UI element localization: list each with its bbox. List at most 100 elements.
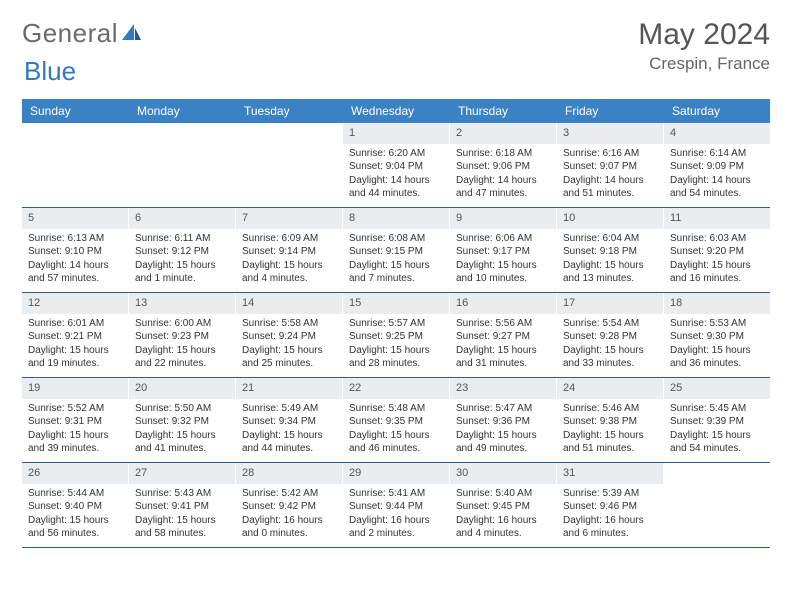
- day-number: 18: [664, 293, 770, 314]
- weekday-saturday: Saturday: [664, 99, 770, 123]
- day-body: Sunrise: 5:43 AMSunset: 9:41 PMDaylight:…: [129, 484, 235, 547]
- day-line: Sunset: 9:09 PM: [670, 160, 764, 174]
- day-line: Sunrise: 6:00 AM: [135, 317, 229, 331]
- day-body: Sunrise: 6:08 AMSunset: 9:15 PMDaylight:…: [343, 229, 449, 292]
- day-number: 26: [22, 463, 128, 484]
- day-number: 6: [129, 208, 235, 229]
- week-row: 5Sunrise: 6:13 AMSunset: 9:10 PMDaylight…: [22, 208, 770, 293]
- day-line: Daylight: 15 hours: [135, 259, 229, 273]
- logo-word2: Blue: [24, 56, 76, 86]
- day-line: Sunrise: 6:06 AM: [456, 232, 550, 246]
- month-title: May 2024: [638, 18, 770, 52]
- day-line: Daylight: 15 hours: [28, 514, 122, 528]
- day-line: Daylight: 16 hours: [242, 514, 336, 528]
- day-cell: 6Sunrise: 6:11 AMSunset: 9:12 PMDaylight…: [129, 208, 236, 292]
- day-line: and 36 minutes.: [670, 357, 764, 371]
- day-line: and 44 minutes.: [242, 442, 336, 456]
- day-number: 11: [664, 208, 770, 229]
- day-cell: 14Sunrise: 5:58 AMSunset: 9:24 PMDayligh…: [236, 293, 343, 377]
- day-line: Sunset: 9:04 PM: [349, 160, 443, 174]
- day-line: Sunrise: 6:13 AM: [28, 232, 122, 246]
- day-line: and 47 minutes.: [456, 187, 550, 201]
- day-line: Sunrise: 5:44 AM: [28, 487, 122, 501]
- day-line: and 57 minutes.: [28, 272, 122, 286]
- day-line: Daylight: 15 hours: [563, 259, 657, 273]
- day-body: Sunrise: 5:39 AMSunset: 9:46 PMDaylight:…: [557, 484, 663, 547]
- day-line: Daylight: 15 hours: [456, 344, 550, 358]
- weekday-sunday: Sunday: [22, 99, 129, 123]
- day-line: Daylight: 14 hours: [563, 174, 657, 188]
- day-body: Sunrise: 5:57 AMSunset: 9:25 PMDaylight:…: [343, 314, 449, 377]
- day-line: Sunset: 9:32 PM: [135, 415, 229, 429]
- day-line: and 51 minutes.: [563, 187, 657, 201]
- day-line: Sunrise: 6:16 AM: [563, 147, 657, 161]
- day-line: Sunrise: 6:01 AM: [28, 317, 122, 331]
- day-line: Sunset: 9:15 PM: [349, 245, 443, 259]
- day-body: [129, 144, 235, 153]
- day-line: Sunset: 9:40 PM: [28, 500, 122, 514]
- day-cell: 18Sunrise: 5:53 AMSunset: 9:30 PMDayligh…: [664, 293, 770, 377]
- day-body: Sunrise: 6:16 AMSunset: 9:07 PMDaylight:…: [557, 144, 663, 207]
- day-body: Sunrise: 6:14 AMSunset: 9:09 PMDaylight:…: [664, 144, 770, 207]
- day-cell: 28Sunrise: 5:42 AMSunset: 9:42 PMDayligh…: [236, 463, 343, 547]
- weekday-friday: Friday: [557, 99, 664, 123]
- day-line: Daylight: 15 hours: [670, 344, 764, 358]
- day-body: Sunrise: 5:46 AMSunset: 9:38 PMDaylight:…: [557, 399, 663, 462]
- day-body: Sunrise: 5:49 AMSunset: 9:34 PMDaylight:…: [236, 399, 342, 462]
- title-block: May 2024 Crespin, France: [638, 18, 770, 74]
- day-line: Daylight: 15 hours: [349, 344, 443, 358]
- day-body: Sunrise: 5:40 AMSunset: 9:45 PMDaylight:…: [450, 484, 556, 547]
- day-body: Sunrise: 5:54 AMSunset: 9:28 PMDaylight:…: [557, 314, 663, 377]
- day-line: and 49 minutes.: [456, 442, 550, 456]
- day-number: 14: [236, 293, 342, 314]
- day-body: [664, 484, 770, 493]
- day-line: Daylight: 14 hours: [28, 259, 122, 273]
- day-line: and 25 minutes.: [242, 357, 336, 371]
- day-line: Sunset: 9:46 PM: [563, 500, 657, 514]
- day-number: 29: [343, 463, 449, 484]
- day-line: Sunrise: 5:41 AM: [349, 487, 443, 501]
- day-body: Sunrise: 5:42 AMSunset: 9:42 PMDaylight:…: [236, 484, 342, 547]
- calendar: SundayMondayTuesdayWednesdayThursdayFrid…: [22, 99, 770, 548]
- day-line: Daylight: 16 hours: [349, 514, 443, 528]
- day-line: Sunrise: 6:04 AM: [563, 232, 657, 246]
- day-line: and 2 minutes.: [349, 527, 443, 541]
- day-cell: [236, 123, 343, 207]
- day-cell: 15Sunrise: 5:57 AMSunset: 9:25 PMDayligh…: [343, 293, 450, 377]
- day-body: Sunrise: 5:50 AMSunset: 9:32 PMDaylight:…: [129, 399, 235, 462]
- day-line: Sunrise: 5:53 AM: [670, 317, 764, 331]
- day-line: and 16 minutes.: [670, 272, 764, 286]
- weekday-monday: Monday: [129, 99, 236, 123]
- day-number: [664, 463, 770, 484]
- day-body: Sunrise: 6:04 AMSunset: 9:18 PMDaylight:…: [557, 229, 663, 292]
- day-line: Daylight: 14 hours: [349, 174, 443, 188]
- logo: General: [22, 18, 142, 49]
- day-body: Sunrise: 6:09 AMSunset: 9:14 PMDaylight:…: [236, 229, 342, 292]
- day-number: 16: [450, 293, 556, 314]
- day-line: Sunset: 9:31 PM: [28, 415, 122, 429]
- day-line: Sunrise: 5:52 AM: [28, 402, 122, 416]
- day-number: 13: [129, 293, 235, 314]
- day-line: and 4 minutes.: [456, 527, 550, 541]
- day-number: 19: [22, 378, 128, 399]
- day-body: Sunrise: 5:58 AMSunset: 9:24 PMDaylight:…: [236, 314, 342, 377]
- day-line: Sunrise: 6:09 AM: [242, 232, 336, 246]
- day-cell: 29 Sunrise: 5:41 AMSunset: 9:44 PMDayligh…: [343, 463, 450, 547]
- day-line: Sunset: 9:17 PM: [456, 245, 550, 259]
- weekday-thursday: Thursday: [450, 99, 557, 123]
- day-line: Sunset: 9:44 PM: [349, 500, 443, 514]
- day-line: Sunrise: 6:20 AM: [349, 147, 443, 161]
- day-body: Sunrise: 5:52 AMSunset: 9:31 PMDaylight:…: [22, 399, 128, 462]
- day-line: Sunrise: 6:08 AM: [349, 232, 443, 246]
- day-line: Daylight: 15 hours: [135, 514, 229, 528]
- day-line: Sunset: 9:12 PM: [135, 245, 229, 259]
- day-number: 10: [557, 208, 663, 229]
- day-line: and 22 minutes.: [135, 357, 229, 371]
- day-cell: 19Sunrise: 5:52 AMSunset: 9:31 PMDayligh…: [22, 378, 129, 462]
- day-line: Sunrise: 5:43 AM: [135, 487, 229, 501]
- day-line: and 58 minutes.: [135, 527, 229, 541]
- day-cell: 9Sunrise: 6:06 AMSunset: 9:17 PMDaylight…: [450, 208, 557, 292]
- day-cell: 25Sunrise: 5:45 AMSunset: 9:39 PMDayligh…: [664, 378, 770, 462]
- day-line: Daylight: 15 hours: [28, 344, 122, 358]
- week-row: 26Sunrise: 5:44 AMSunset: 9:40 PMDayligh…: [22, 463, 770, 548]
